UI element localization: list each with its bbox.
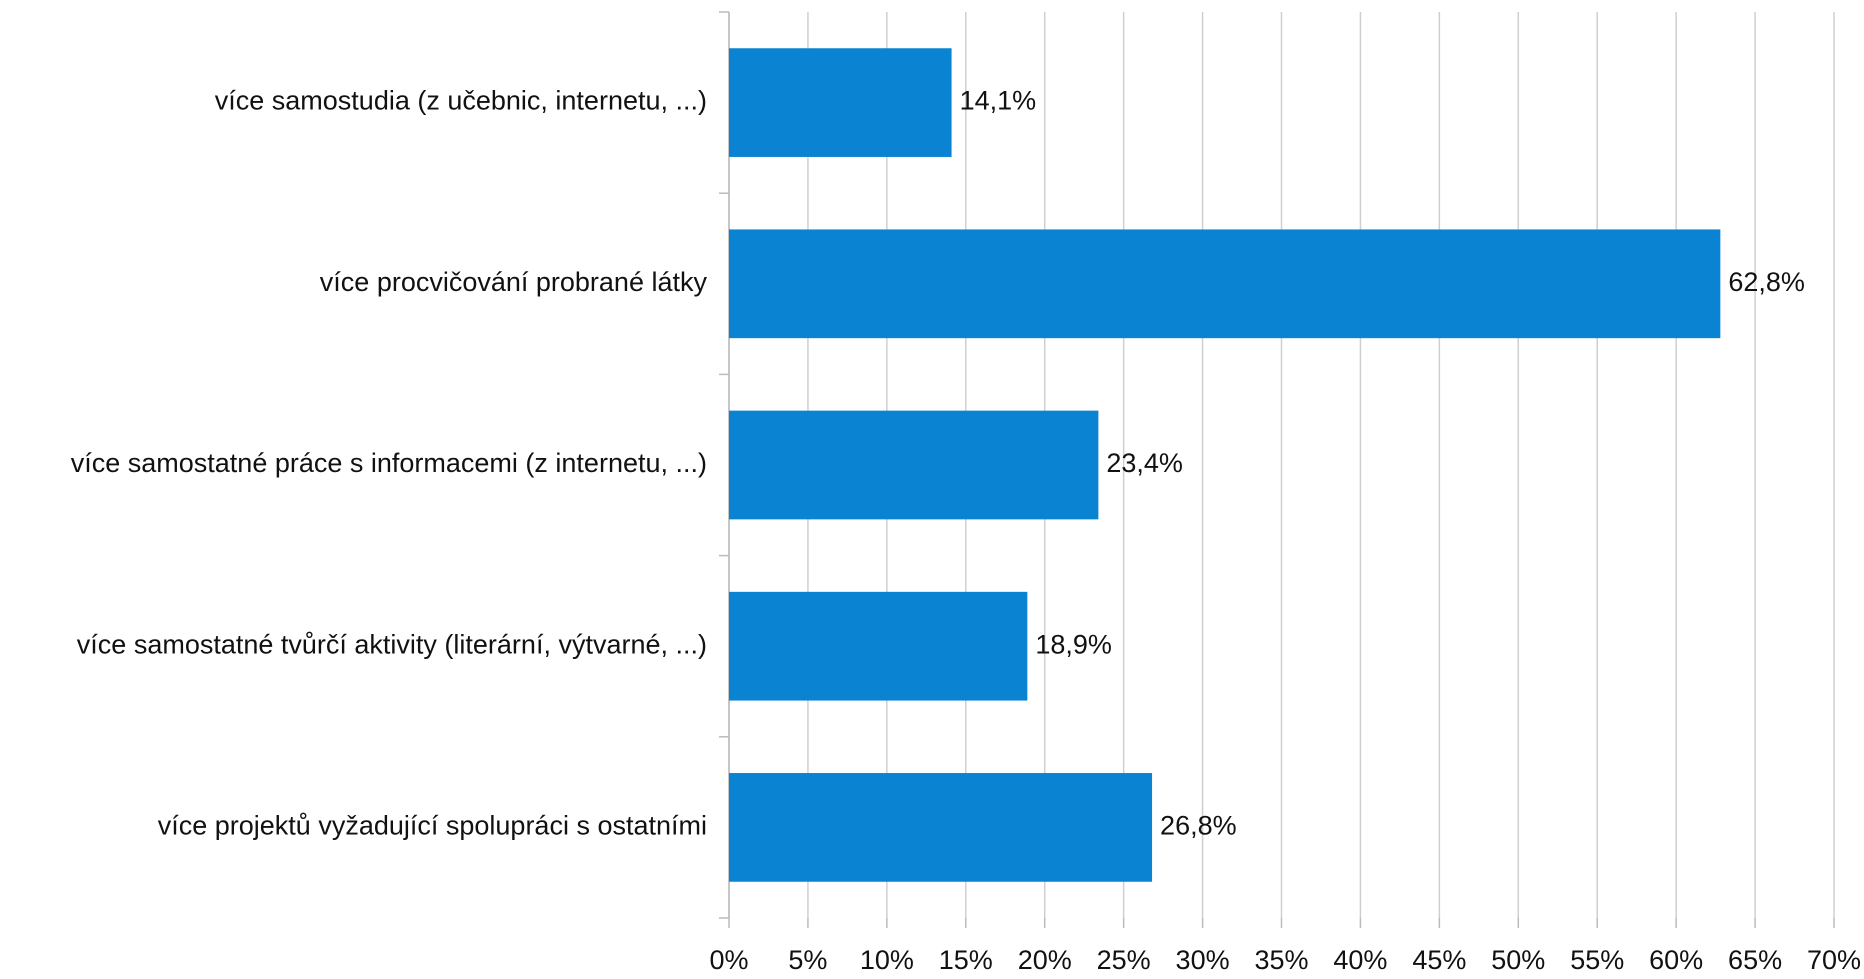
x-tick-label: 45% (1412, 945, 1466, 975)
x-tick-label: 60% (1649, 945, 1703, 975)
x-tick-label: 40% (1333, 945, 1387, 975)
data-label: 62,8% (1728, 267, 1805, 297)
x-tick-label: 50% (1491, 945, 1545, 975)
bar (729, 410, 1099, 520)
category-label: více samostatné tvůrčí aktivity (literár… (77, 629, 707, 659)
x-tick-label: 55% (1570, 945, 1624, 975)
bar (729, 48, 952, 157)
bar (729, 773, 1153, 882)
x-tick-label: 15% (939, 945, 993, 975)
x-tick-label: 30% (1176, 945, 1230, 975)
x-tick-label: 20% (1018, 945, 1072, 975)
category-label: více samostudia (z učebnic, internetu, .… (215, 86, 707, 116)
data-label: 14,1% (960, 86, 1037, 116)
category-label: více procvičování probrané látky (320, 267, 708, 297)
x-tick-label: 0% (709, 945, 748, 975)
data-label: 26,8% (1160, 811, 1237, 841)
x-tick-label: 25% (1097, 945, 1151, 975)
category-label: více projektů vyžadující spolupráci s os… (158, 811, 707, 841)
x-tick-label: 70% (1807, 945, 1861, 975)
x-tick-label: 10% (860, 945, 914, 975)
x-tick-label: 5% (788, 945, 827, 975)
bar (729, 229, 1721, 339)
x-tick-label: 65% (1728, 945, 1782, 975)
data-label: 18,9% (1035, 629, 1112, 659)
data-label: 23,4% (1106, 448, 1183, 478)
x-tick-label: 35% (1254, 945, 1308, 975)
category-label: více samostatné práce s informacemi (z i… (71, 448, 707, 478)
bar (729, 591, 1028, 701)
